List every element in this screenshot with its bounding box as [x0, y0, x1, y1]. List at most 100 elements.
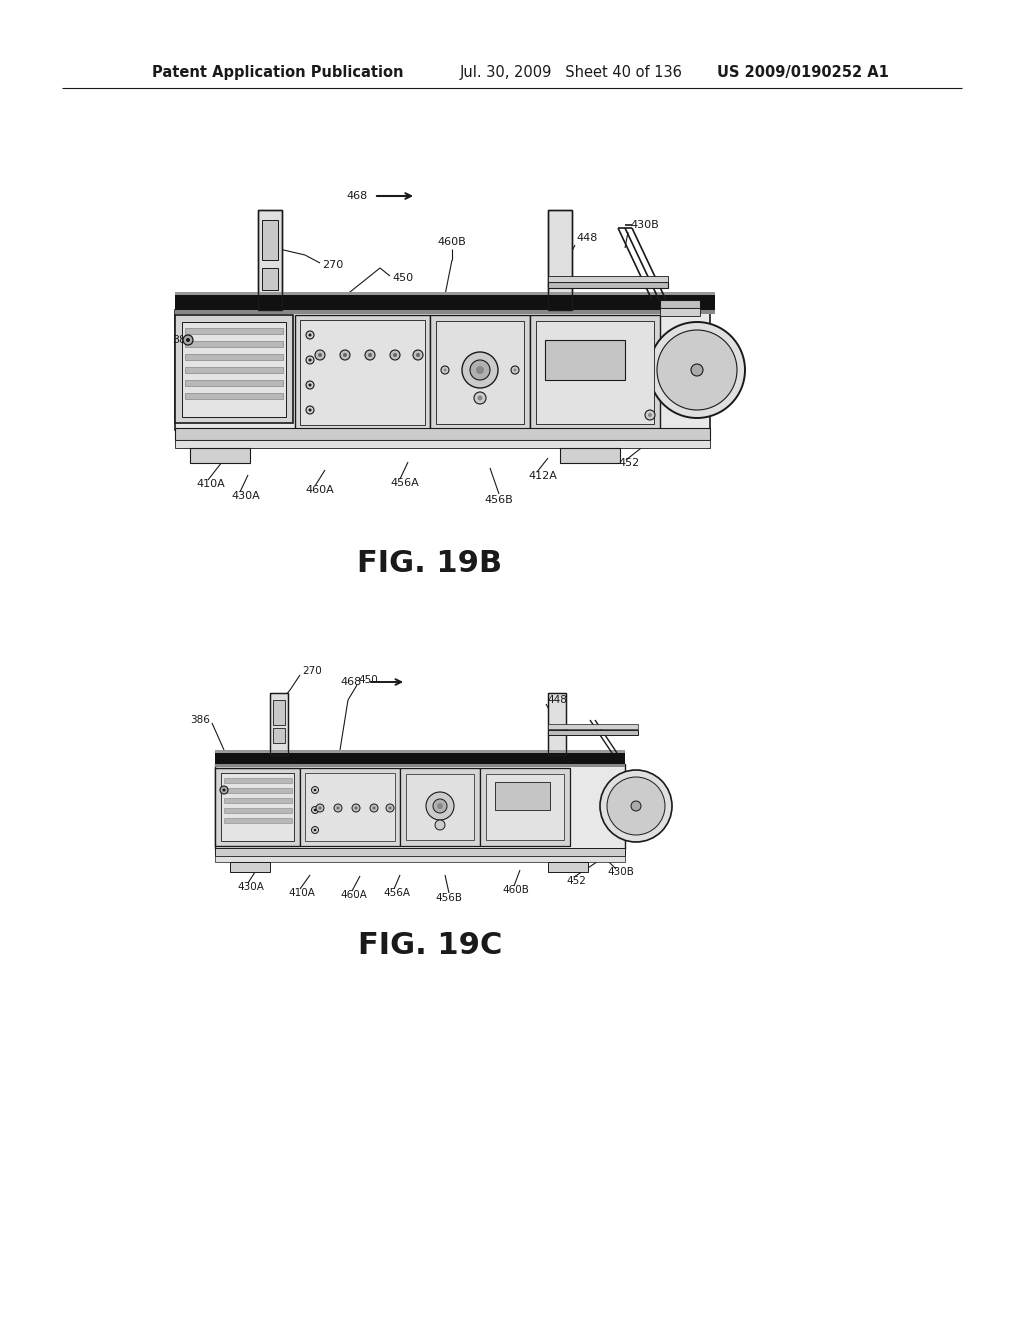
Circle shape	[416, 352, 420, 356]
Bar	[175, 428, 710, 440]
Bar	[224, 818, 292, 822]
Bar	[436, 321, 524, 424]
Bar	[400, 768, 480, 846]
Bar	[273, 729, 285, 743]
Text: 452: 452	[566, 876, 586, 886]
Circle shape	[311, 807, 318, 813]
Bar	[258, 210, 282, 310]
Circle shape	[306, 356, 314, 364]
Bar	[545, 341, 625, 380]
Circle shape	[183, 335, 193, 345]
Bar	[660, 300, 700, 308]
Bar	[262, 268, 278, 290]
Text: 460B: 460B	[502, 884, 528, 895]
Circle shape	[388, 807, 391, 809]
Text: 456A: 456A	[390, 478, 419, 488]
Text: 448: 448	[547, 696, 567, 705]
Bar	[215, 764, 625, 849]
Bar	[230, 862, 270, 873]
Circle shape	[308, 359, 311, 362]
Circle shape	[511, 366, 519, 374]
Bar	[175, 310, 715, 314]
Bar	[185, 327, 283, 334]
Circle shape	[470, 360, 490, 380]
Bar	[305, 774, 395, 841]
Circle shape	[645, 411, 655, 420]
Text: 430A: 430A	[231, 491, 260, 502]
Text: 430B: 430B	[630, 220, 658, 230]
Circle shape	[413, 350, 423, 360]
Circle shape	[352, 804, 360, 812]
Circle shape	[600, 770, 672, 842]
Circle shape	[426, 792, 454, 820]
Circle shape	[393, 352, 397, 356]
Circle shape	[691, 364, 703, 376]
Circle shape	[631, 801, 641, 810]
Text: 386: 386	[190, 715, 210, 725]
Circle shape	[306, 407, 314, 414]
Circle shape	[435, 820, 445, 830]
Circle shape	[306, 331, 314, 339]
Text: US 2009/0190252 A1: US 2009/0190252 A1	[717, 65, 889, 79]
Circle shape	[354, 807, 357, 809]
Bar	[224, 788, 292, 793]
Text: 456A: 456A	[383, 888, 410, 898]
Circle shape	[222, 788, 225, 792]
Text: FIG. 19C: FIG. 19C	[357, 931, 502, 960]
Text: 410A: 410A	[288, 888, 314, 898]
Circle shape	[318, 807, 322, 809]
Circle shape	[441, 366, 449, 374]
Bar	[175, 294, 715, 310]
Bar	[215, 847, 625, 855]
Circle shape	[315, 350, 325, 360]
Bar	[548, 282, 668, 288]
Bar	[548, 862, 588, 873]
Text: 468: 468	[347, 191, 368, 201]
Text: 410A: 410A	[196, 479, 224, 488]
Bar	[224, 799, 292, 803]
Text: 270: 270	[322, 260, 343, 271]
Bar	[548, 730, 638, 735]
Bar	[221, 774, 294, 841]
Circle shape	[513, 368, 516, 371]
Bar	[270, 693, 288, 755]
Circle shape	[477, 396, 482, 400]
Bar	[273, 700, 285, 725]
Bar	[548, 693, 566, 755]
Bar	[215, 764, 625, 767]
Bar	[215, 750, 625, 752]
Circle shape	[313, 829, 316, 832]
Bar	[258, 210, 282, 310]
Bar	[185, 341, 283, 347]
Circle shape	[648, 413, 652, 417]
Circle shape	[337, 807, 340, 809]
Bar	[300, 768, 400, 846]
Circle shape	[373, 807, 376, 809]
Bar	[182, 322, 286, 417]
Text: 452: 452	[618, 458, 639, 469]
Text: 430B: 430B	[607, 867, 634, 876]
Text: Jul. 30, 2009   Sheet 40 of 136: Jul. 30, 2009 Sheet 40 of 136	[460, 65, 683, 79]
Bar	[295, 315, 430, 430]
Circle shape	[186, 338, 190, 342]
Text: 456B: 456B	[484, 495, 513, 506]
Bar	[480, 768, 570, 846]
Circle shape	[340, 350, 350, 360]
Bar	[262, 220, 278, 260]
Bar	[215, 768, 300, 846]
Text: 386: 386	[172, 335, 193, 345]
Bar	[215, 855, 625, 862]
Circle shape	[318, 352, 322, 356]
Bar	[548, 210, 572, 310]
Text: 456B: 456B	[435, 894, 463, 903]
Bar	[190, 447, 250, 463]
Bar	[215, 752, 625, 764]
Text: Patent Application Publication: Patent Application Publication	[152, 65, 403, 79]
Bar	[175, 315, 293, 422]
Text: 270: 270	[302, 667, 322, 676]
Circle shape	[657, 330, 737, 411]
Bar	[175, 440, 710, 447]
Text: FIG. 19B: FIG. 19B	[357, 549, 503, 578]
Bar	[224, 777, 292, 783]
Bar	[270, 693, 288, 755]
